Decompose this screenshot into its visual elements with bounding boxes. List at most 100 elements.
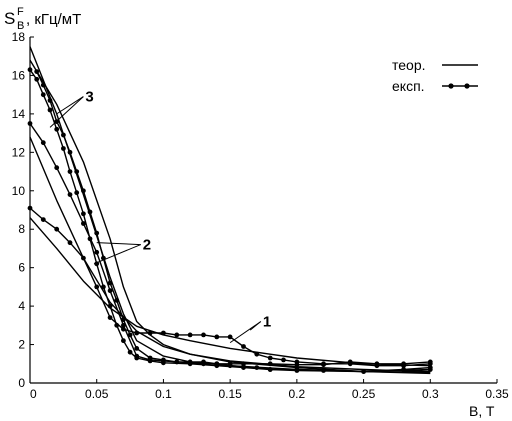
series-3-experiment-6-point xyxy=(94,230,100,236)
series-2-experiment-3-point xyxy=(121,322,126,328)
x-tick-label: 0.2 xyxy=(289,387,306,401)
x-tick-label: 0.1 xyxy=(155,387,172,401)
series-3-experiment-7-point xyxy=(114,322,120,328)
legend-marker-experiment-2 xyxy=(464,83,470,89)
series-3-experiment-7-point xyxy=(81,211,86,217)
series-3-experiment-6-point xyxy=(114,297,120,303)
y-axis-label-unit: , кГц/мТ xyxy=(26,11,81,28)
series-3-experiment-7-point xyxy=(427,367,433,372)
series-3-experiment-6-point xyxy=(40,82,46,88)
series-2-experiment-3-point xyxy=(321,362,326,368)
series-1-experiment-1-point xyxy=(40,217,46,223)
series-3-experiment-7-point xyxy=(107,303,113,309)
series-2-experiment-3-point xyxy=(40,140,46,146)
series-2-experiment-3-point xyxy=(67,192,73,198)
series-1-experiment-1-point xyxy=(254,351,260,357)
series-1-experiment-1-point xyxy=(94,284,100,290)
series-1-experiment-1-point xyxy=(161,330,166,336)
series-1-experiment-1-point xyxy=(241,344,246,349)
x-tick-label: 0.25 xyxy=(352,387,376,401)
series-2-experiment-3-point xyxy=(374,361,380,367)
y-axis-label-main: S xyxy=(4,9,15,28)
series-3-experiment-7-point xyxy=(54,126,60,132)
y-tick-label: 0 xyxy=(18,376,25,390)
series-3-experiment-7-point xyxy=(87,236,93,242)
y-axis-label: S F B , кГц/мТ xyxy=(4,6,81,32)
series-1-experiment-1-point xyxy=(27,205,33,211)
series-3-experiment-7-point xyxy=(241,365,246,370)
series-3-experiment-7-line xyxy=(29,69,431,373)
curve-label-3-pointer xyxy=(56,96,84,115)
series-2-experiment-3-point xyxy=(94,249,100,255)
series-3-experiment-7-point xyxy=(40,92,46,98)
series-2-experiment-3-point xyxy=(81,221,86,226)
legend-label-theory: теор. xyxy=(392,57,426,73)
series-1-experiment-1-point xyxy=(54,226,60,232)
y-ticks: 0 2 4 6 8 10 12 14 16 18 xyxy=(12,30,34,390)
legend-label-experiment: експ. xyxy=(392,78,425,94)
x-tick-label: 0.15 xyxy=(218,387,242,401)
series-3-experiment-6-point xyxy=(74,169,80,175)
y-tick-label: 8 xyxy=(18,222,25,236)
y-axis-label-sup: F xyxy=(17,6,24,18)
legend: теор. експ. xyxy=(392,57,478,94)
series-2-experiment-3-point xyxy=(427,359,433,365)
curve-label-3: 3 xyxy=(85,89,93,106)
series-2-experiment-3-point xyxy=(294,362,300,368)
series-1-experiment-1-point xyxy=(267,355,273,361)
x-tick-label: 0 xyxy=(30,387,37,401)
series-2-theory-2-line xyxy=(29,136,431,373)
series-1-experiment-1-point xyxy=(187,332,193,338)
series-3-experiment-7-point xyxy=(47,107,53,113)
series-3-experiment-7-point xyxy=(127,349,133,355)
series-1-experiment-1-point xyxy=(214,334,220,340)
series-3-experiment-6-point xyxy=(67,149,73,155)
x-tick-label: 0.3 xyxy=(422,387,439,401)
series-2-experiment-3-point xyxy=(347,359,353,365)
curve-label-pointers: 1 2 3 xyxy=(49,89,271,344)
series-3-experiment-7-point xyxy=(34,76,40,82)
series-2-experiment-3-point xyxy=(107,288,113,294)
curve-label-2-pointer xyxy=(96,242,141,246)
series-1-experiment-1-point xyxy=(201,332,206,338)
series-3-experiment-6-point xyxy=(61,132,66,138)
curve-label-1: 1 xyxy=(263,313,271,330)
series-3-experiment-6-point xyxy=(107,280,113,286)
series-1-experiment-1-point xyxy=(227,334,233,340)
series-3-experiment-6-point xyxy=(47,98,53,103)
series-3-experiment-7-point xyxy=(214,363,220,369)
series-3-experiment-7-point xyxy=(361,369,366,374)
x-tick-label: 0.35 xyxy=(485,387,509,401)
series-3-experiment-7-point xyxy=(121,338,126,344)
series-1-experiment-1-point xyxy=(174,332,180,338)
series-3-experiment-6-point xyxy=(34,69,40,74)
series-3-experiment-7-point xyxy=(147,358,153,364)
y-tick-label: 16 xyxy=(12,68,26,82)
series-3-experiment-7-point xyxy=(74,190,80,196)
series-3-experiment-6-line xyxy=(36,71,431,373)
series-2-experiment-3-point xyxy=(27,121,33,126)
series-2-experiment-3-point xyxy=(401,361,406,367)
series-1-theory-0-line xyxy=(29,217,431,367)
series-3-experiment-7-point xyxy=(161,360,166,366)
series-2-experiment-3-point xyxy=(54,165,60,171)
curve-label-3-pointer xyxy=(49,96,84,128)
y-tick-label: 12 xyxy=(12,145,26,159)
y-tick-label: 18 xyxy=(12,30,26,44)
series-3-experiment-7-point xyxy=(187,361,193,367)
series-3-experiment-6-point xyxy=(87,209,93,215)
x-tick-label: 0.05 xyxy=(85,387,109,401)
series-3-experiment-6-point xyxy=(81,188,86,194)
y-tick-label: 14 xyxy=(12,107,26,121)
series-3-experiment-6-point xyxy=(127,332,133,338)
x-axis-label: B, T xyxy=(469,403,495,419)
series-3-experiment-7-point xyxy=(294,368,300,373)
series-3-experiment-7-point xyxy=(61,146,66,151)
y-tick-label: 4 xyxy=(18,299,25,313)
series-layer xyxy=(27,46,433,375)
y-tick-label: 10 xyxy=(12,184,26,198)
series-1-experiment-1-point xyxy=(107,315,113,320)
series-2-experiment-3-line xyxy=(29,123,431,366)
series-3-experiment-7-point xyxy=(134,355,140,361)
series-3-experiment-6-point xyxy=(134,346,140,351)
